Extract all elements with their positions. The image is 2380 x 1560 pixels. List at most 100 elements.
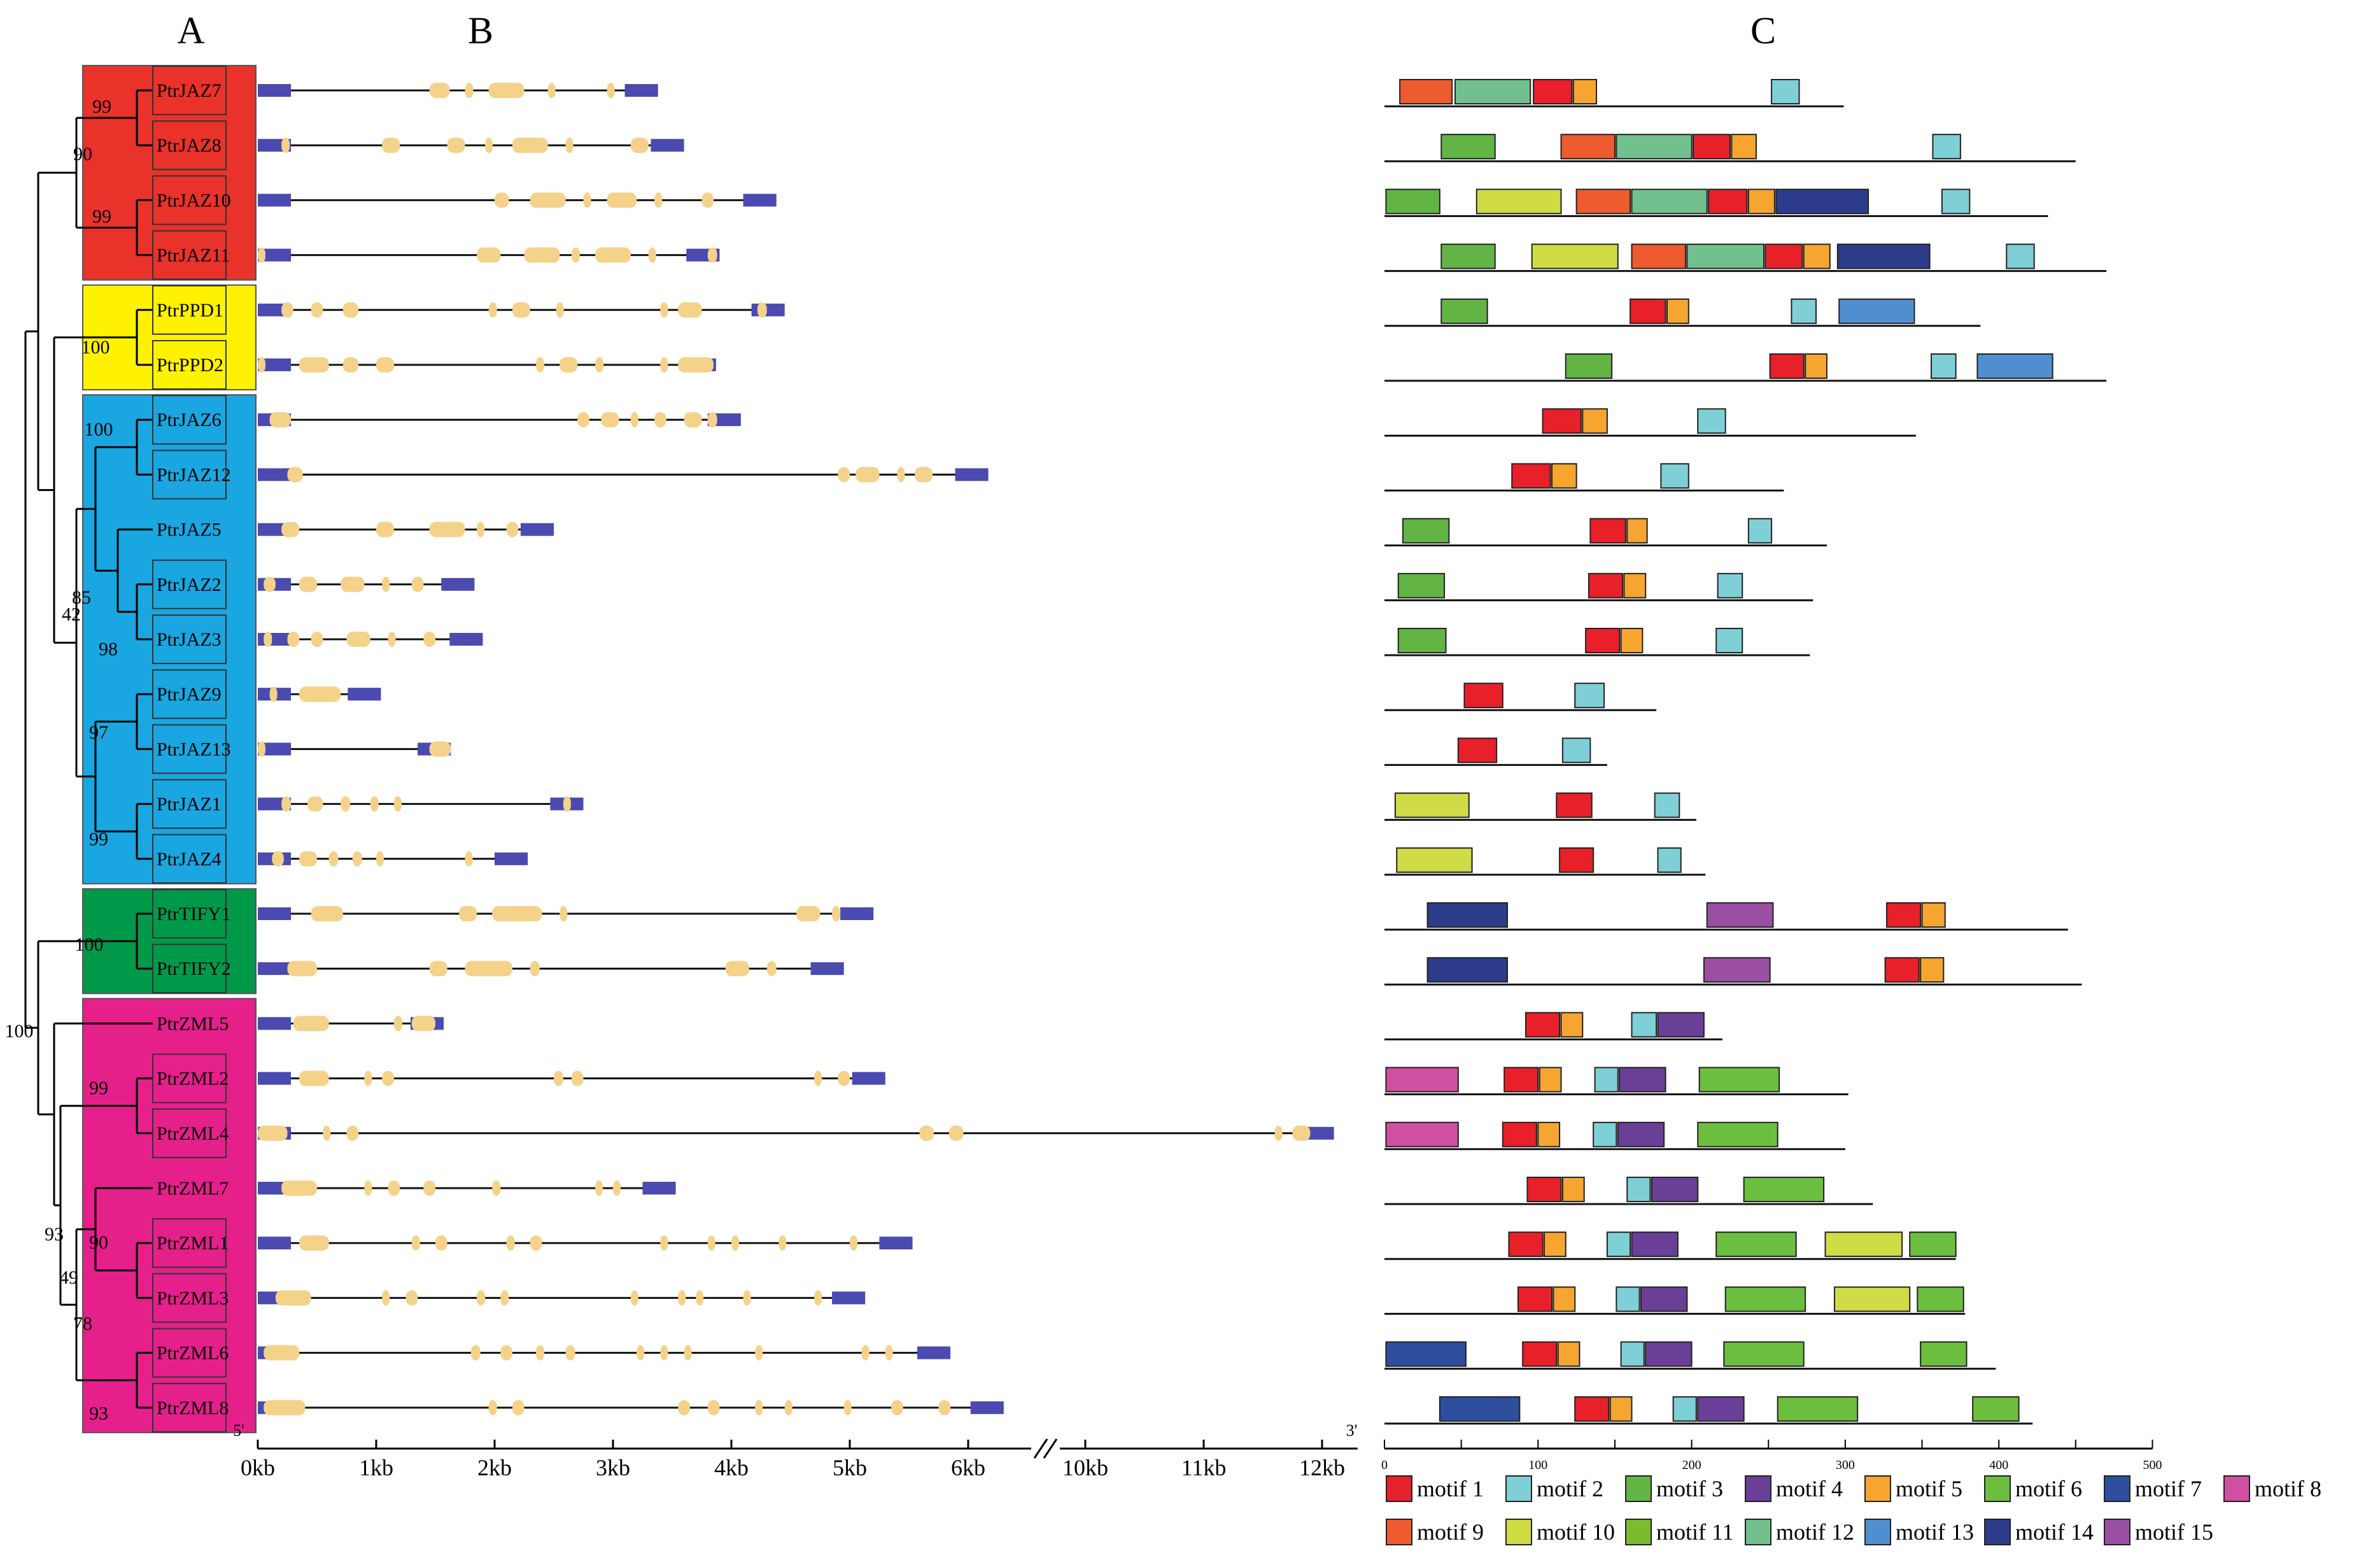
exon bbox=[269, 412, 292, 428]
gene-label: PtrZML7 bbox=[157, 1178, 229, 1199]
motif-5 bbox=[1920, 957, 1945, 983]
exon bbox=[299, 576, 317, 592]
motif-9 bbox=[1631, 243, 1686, 269]
leaf-box bbox=[152, 1108, 227, 1158]
utr-5 bbox=[258, 1072, 292, 1085]
leaf-box bbox=[152, 779, 227, 829]
motif-6 bbox=[1920, 1341, 1968, 1367]
panel-label-a: A bbox=[177, 10, 204, 52]
motif-5 bbox=[1623, 572, 1647, 599]
motif-5 bbox=[1609, 1396, 1633, 1422]
exon bbox=[500, 1290, 509, 1306]
exon bbox=[885, 1345, 893, 1361]
exon bbox=[583, 192, 591, 208]
exon bbox=[838, 467, 850, 483]
motif-1 bbox=[1526, 1177, 1562, 1202]
motif-3 bbox=[1565, 353, 1613, 379]
motif-2 bbox=[1931, 353, 1957, 379]
gene-label: PtrJAZ10 bbox=[157, 190, 231, 211]
exon bbox=[299, 1070, 329, 1086]
exon bbox=[595, 1181, 603, 1196]
exon bbox=[565, 138, 574, 153]
motif-2 bbox=[1747, 518, 1773, 544]
motif-3 bbox=[1440, 243, 1496, 269]
motif-5 bbox=[1560, 1012, 1584, 1038]
exon bbox=[630, 412, 638, 428]
exon bbox=[660, 357, 668, 372]
motif-4 bbox=[1619, 1067, 1666, 1093]
motif-2 bbox=[1791, 298, 1817, 324]
motif-13 bbox=[1976, 353, 2053, 379]
motif-12 bbox=[1686, 243, 1765, 269]
exon bbox=[423, 1181, 435, 1196]
motif-14 bbox=[1426, 957, 1509, 983]
motif-6 bbox=[1697, 1121, 1778, 1147]
exon bbox=[949, 1125, 964, 1141]
motif-8 bbox=[1385, 1121, 1459, 1147]
legend-swatch-motif-12 bbox=[1745, 1519, 1771, 1545]
exon bbox=[595, 357, 604, 372]
leaf-box bbox=[152, 1273, 227, 1323]
motif-1 bbox=[1457, 737, 1498, 763]
gene-label: PtrZML1 bbox=[157, 1233, 229, 1254]
leaf-box bbox=[152, 1218, 227, 1268]
exon bbox=[299, 686, 341, 702]
utr-3 bbox=[441, 578, 475, 591]
exon bbox=[269, 686, 278, 702]
exon bbox=[560, 906, 568, 921]
leaf-box bbox=[152, 450, 227, 500]
exon bbox=[382, 1070, 394, 1086]
exon bbox=[919, 1125, 934, 1141]
utr-5 bbox=[258, 468, 292, 481]
exon bbox=[364, 1070, 372, 1086]
exon bbox=[492, 1181, 501, 1196]
leaf-box bbox=[152, 614, 227, 664]
protein-axis-label: 400 bbox=[1989, 1458, 2008, 1472]
motif-2 bbox=[1771, 79, 1800, 104]
gene-label: PtrZML8 bbox=[157, 1398, 229, 1419]
exon bbox=[500, 1345, 512, 1361]
exon bbox=[447, 138, 465, 153]
exon bbox=[459, 906, 477, 921]
motif-1 bbox=[1589, 518, 1626, 544]
exon bbox=[755, 1345, 763, 1361]
exon bbox=[607, 192, 637, 208]
gene-label: PtrZML5 bbox=[157, 1013, 229, 1034]
utr-5 bbox=[258, 742, 292, 756]
motif-2 bbox=[1657, 847, 1682, 873]
motif-14 bbox=[1775, 188, 1869, 215]
motif-5 bbox=[1805, 353, 1827, 379]
exon bbox=[891, 1400, 903, 1415]
motif-5 bbox=[1537, 1121, 1561, 1147]
motif-2 bbox=[1941, 188, 1971, 215]
exon bbox=[382, 1290, 390, 1306]
exon bbox=[393, 1016, 402, 1032]
motif-4 bbox=[1657, 1012, 1705, 1038]
motif-5 bbox=[1553, 1286, 1576, 1312]
exon bbox=[530, 961, 540, 977]
motif-14 bbox=[1426, 902, 1509, 928]
motif-4 bbox=[1697, 1396, 1745, 1422]
exon bbox=[554, 1070, 563, 1086]
exon bbox=[560, 357, 578, 372]
exon bbox=[757, 302, 767, 318]
exon bbox=[630, 1290, 638, 1306]
exon bbox=[272, 851, 284, 867]
motif-1 bbox=[1769, 353, 1805, 379]
motif-6 bbox=[1917, 1286, 1964, 1312]
exon bbox=[796, 906, 820, 921]
exon bbox=[856, 467, 880, 483]
exon bbox=[654, 192, 663, 208]
motif-1 bbox=[1502, 1121, 1537, 1147]
motif-1 bbox=[1508, 1231, 1544, 1258]
motif-1 bbox=[1708, 188, 1748, 215]
exon bbox=[258, 247, 265, 263]
motif-2 bbox=[2006, 243, 2035, 269]
motif-5 bbox=[1620, 628, 1644, 653]
axis-tick-label: 12kb bbox=[1299, 1455, 1345, 1480]
motif-2 bbox=[1697, 408, 1726, 434]
exon bbox=[323, 1125, 331, 1141]
clade-box-red bbox=[82, 64, 257, 281]
legend-swatch-motif-9 bbox=[1386, 1519, 1412, 1545]
motif-2 bbox=[1574, 683, 1605, 709]
